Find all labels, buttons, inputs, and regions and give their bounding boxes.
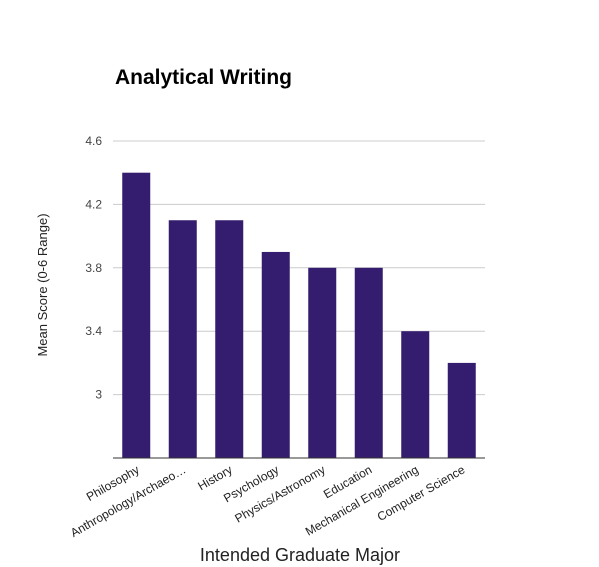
- x-axis-label: Intended Graduate Major: [200, 545, 400, 565]
- bars: [122, 172, 476, 458]
- bar: [215, 220, 244, 458]
- y-tick-label: 3: [95, 388, 102, 402]
- bar: [308, 267, 337, 458]
- bar: [354, 267, 383, 458]
- bar: [122, 172, 151, 458]
- y-tick-label: 4.6: [85, 134, 102, 148]
- bar: [261, 251, 290, 458]
- y-tick-label: 3.4: [85, 324, 102, 338]
- y-tick-label: 3.8: [85, 261, 102, 275]
- bar: [447, 362, 476, 458]
- bar: [168, 220, 197, 458]
- y-tick-label: 4.2: [85, 197, 102, 211]
- bar: [401, 331, 430, 458]
- chart-title: Analytical Writing: [115, 66, 292, 89]
- y-axis-label: Mean Score (0-6 Range): [35, 213, 50, 356]
- x-tick-label: Computer Science: [375, 462, 468, 524]
- y-axis-ticks: 3 3.4 3.8 4.2 4.6: [85, 134, 102, 402]
